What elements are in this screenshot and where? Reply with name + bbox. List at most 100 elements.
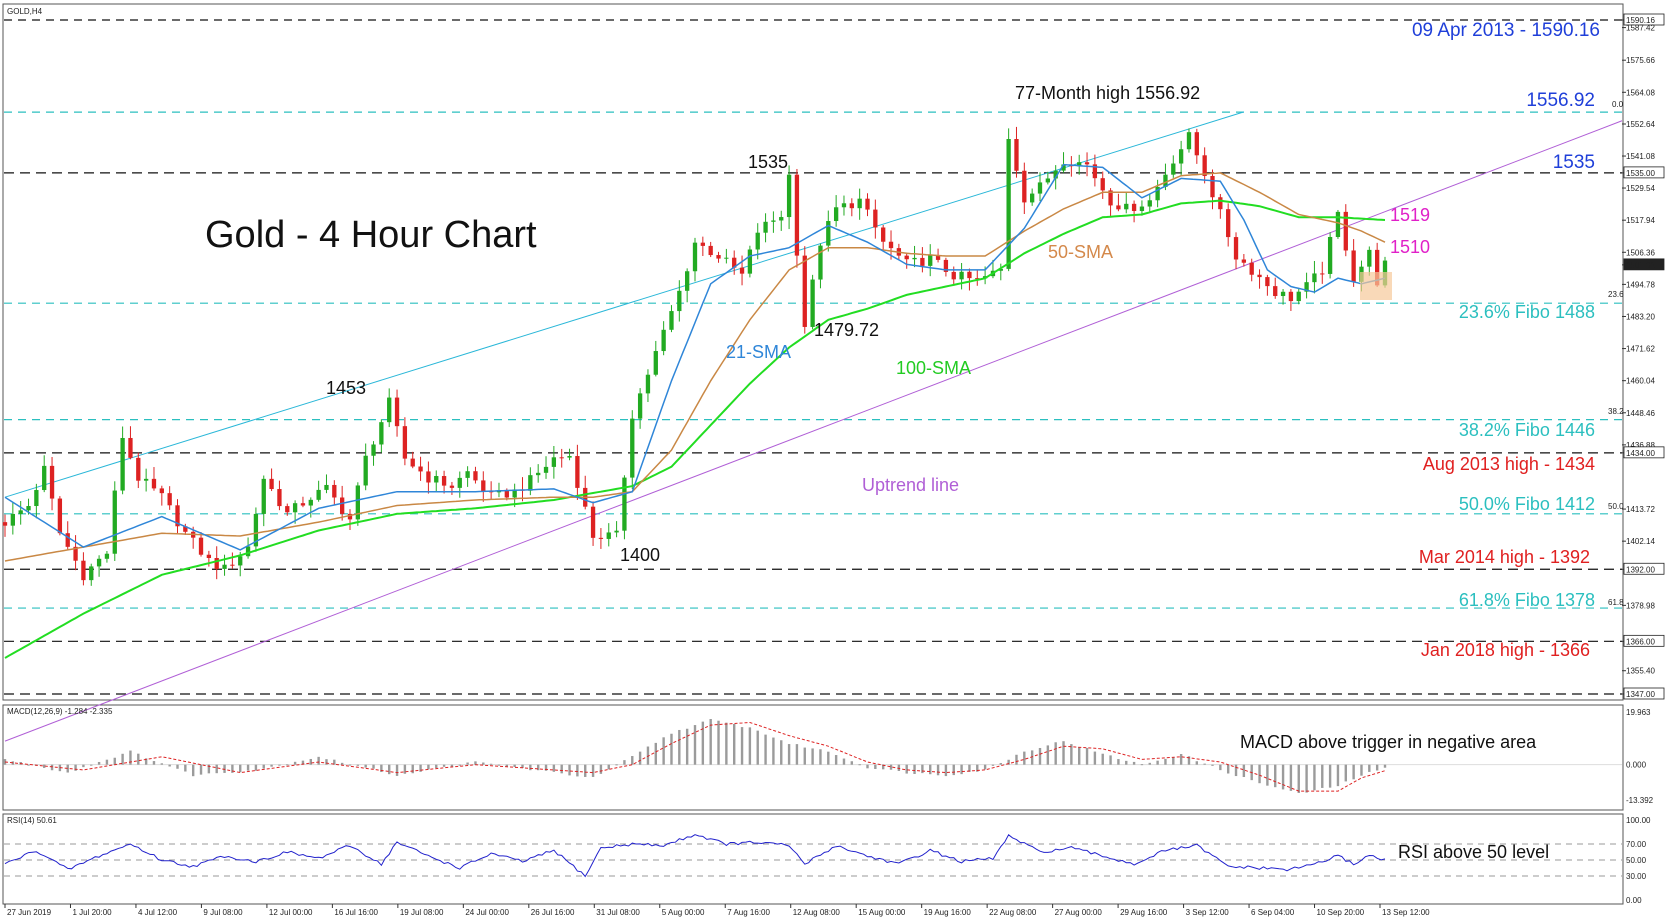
fib-marker-382: 38.2 <box>1608 407 1624 416</box>
candle <box>732 257 737 268</box>
macd-bar <box>1007 759 1010 765</box>
macd-bar <box>191 764 195 777</box>
macd-bar <box>411 764 414 774</box>
price-tick-label: 1347.00 <box>1626 690 1655 699</box>
candle <box>324 484 329 490</box>
candle <box>10 513 15 526</box>
macd-bar <box>309 758 312 765</box>
time-tick-label: 27 Jun 2019 <box>7 908 52 917</box>
macd-bar <box>340 762 344 765</box>
macd-bar <box>97 761 101 765</box>
candle <box>363 455 368 486</box>
macd-title: MACD(12,26,9) -1.284 -2.335 <box>7 707 113 716</box>
candle <box>104 553 110 559</box>
macd-bar <box>521 764 524 768</box>
candle <box>57 498 63 534</box>
candle <box>1296 291 1301 302</box>
time-tick-label: 15 Aug 00:00 <box>858 908 906 917</box>
candle <box>159 488 164 494</box>
candle <box>724 257 729 259</box>
macd-bar <box>144 758 148 765</box>
candle <box>1053 170 1058 179</box>
candle <box>1131 203 1137 211</box>
macd-bar <box>176 764 179 769</box>
time-tick-label: 24 Jul 00:00 <box>465 908 509 917</box>
macd-bar <box>450 764 454 767</box>
time-tick-label: 7 Aug 16:00 <box>727 908 770 917</box>
time-tick-label: 3 Sep 12:00 <box>1186 908 1230 917</box>
macd-bar <box>1344 764 1347 782</box>
macd-bar <box>50 764 54 771</box>
macd-bar <box>756 730 759 765</box>
macd-bar <box>968 764 971 772</box>
macd-bar <box>1101 753 1104 765</box>
candle <box>26 506 31 511</box>
macd-bar <box>834 755 838 765</box>
macd-bar <box>1328 764 1332 788</box>
price-tick-label: 1355.40 <box>1626 667 1655 676</box>
macd-bar <box>246 764 250 771</box>
macd-bar <box>129 750 132 765</box>
macd-bar <box>1195 761 1199 765</box>
candle <box>379 422 384 445</box>
macd-bar <box>772 737 775 765</box>
price-tag <box>1623 634 1665 647</box>
price-tag <box>1623 166 1665 179</box>
price-tag <box>1623 446 1665 459</box>
candle <box>755 232 760 250</box>
macd-bar <box>646 746 650 765</box>
candle <box>1351 250 1356 282</box>
candle <box>1288 291 1294 302</box>
candle <box>975 278 980 280</box>
macd-bar <box>881 764 885 770</box>
macd-bar <box>623 760 626 765</box>
candle <box>1312 273 1317 283</box>
candle <box>951 271 956 280</box>
level-label-fib618: 61.8% Fibo 1378 <box>1459 590 1595 610</box>
macd-bar <box>74 764 77 771</box>
candle <box>786 174 792 218</box>
candle <box>473 471 478 481</box>
macd-bar <box>866 764 869 769</box>
macd-bar <box>1062 741 1065 765</box>
time-tick-label: 9 Jul 08:00 <box>203 908 243 917</box>
time-tick-label: 4 Jul 12:00 <box>138 908 178 917</box>
price-tick-label: 1413.72 <box>1626 505 1655 514</box>
rsi-tick-label: 30.00 <box>1626 872 1647 881</box>
macd-bar <box>1148 762 1151 765</box>
annotation-100-sma: 100-SMA <box>896 358 971 378</box>
macd-bar <box>1242 764 1246 778</box>
price-tick-label: 1501.82 <box>1626 261 1655 270</box>
candle <box>206 554 212 559</box>
candle <box>81 560 86 581</box>
macd-bar <box>717 720 720 765</box>
macd-bar <box>1125 760 1128 765</box>
candle <box>692 242 698 272</box>
price-tick-label: 1541.08 <box>1626 152 1655 161</box>
macd-bar <box>584 764 587 777</box>
price-tick-label: 1483.20 <box>1626 312 1655 321</box>
candle <box>1147 200 1152 207</box>
rsi-line <box>4 834 1386 878</box>
annotation-1479: 1479.72 <box>814 320 879 340</box>
macd-bar <box>1172 757 1175 765</box>
macd-bar <box>1258 764 1261 784</box>
macd-bar <box>1360 764 1363 776</box>
macd-bar <box>897 764 901 771</box>
candle <box>89 566 94 581</box>
level-label-mar2014: Mar 2014 high - 1392 <box>1419 547 1590 567</box>
level-label-1556: 1556.92 <box>1526 90 1595 111</box>
candle <box>1273 286 1278 297</box>
macd-bar <box>1179 754 1183 765</box>
candle <box>426 471 431 483</box>
macd-bar <box>239 764 242 773</box>
candle <box>1265 277 1270 287</box>
macd-bar <box>1093 751 1097 765</box>
time-tick-label: 27 Aug 00:00 <box>1055 908 1103 917</box>
sma-100-line <box>4 199 1386 659</box>
macd-bar <box>929 764 932 775</box>
macd-bar <box>827 751 830 765</box>
candle <box>449 485 455 488</box>
macd-bar <box>466 762 469 765</box>
